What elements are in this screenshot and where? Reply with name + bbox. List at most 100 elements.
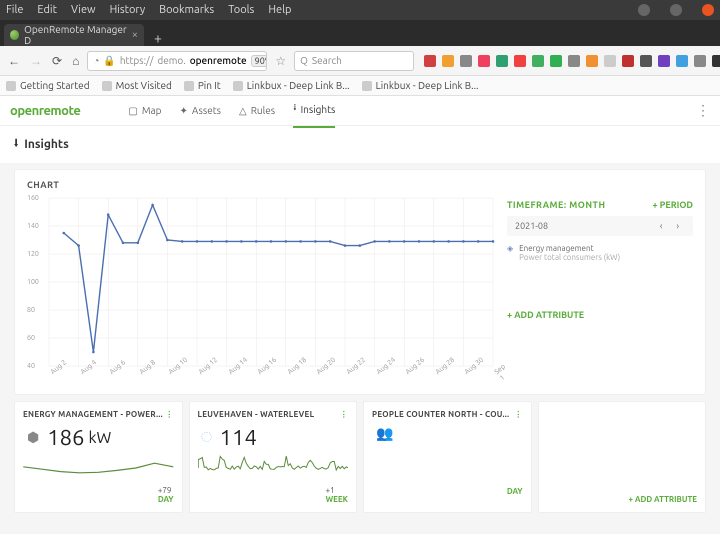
metric-menu-button[interactable]: ⋮: [165, 410, 173, 419]
extension-icon[interactable]: [712, 55, 720, 67]
os-menu-item[interactable]: View: [71, 4, 96, 16]
extension-icon[interactable]: [676, 55, 688, 67]
extension-icon[interactable]: [604, 55, 616, 67]
window-maximize[interactable]: [670, 4, 682, 16]
url-field[interactable]: ◔ 🔒 https://demo.openremote 90%: [87, 51, 267, 71]
bookmark-icon: [6, 81, 16, 91]
nav-tab-rules[interactable]: △Rules: [239, 93, 275, 128]
metric-range[interactable]: WEEK: [326, 495, 348, 504]
page-title-row: ⭭ Insights: [0, 126, 720, 163]
app-logo: openremote: [10, 104, 80, 118]
extension-icon[interactable]: [478, 55, 490, 67]
y-tick: 140: [27, 222, 39, 230]
page-content: openremote ▢Map✦Assets△Rules⭭Insights ⋮ …: [0, 96, 720, 534]
tab-title: OpenRemote Manager D: [24, 24, 127, 46]
forward-button[interactable]: →: [28, 54, 44, 68]
chart-plot: 406080100120140160Aug 2Aug 4Aug 6Aug 8Au…: [27, 194, 497, 384]
bookmark-item[interactable]: Most Visited: [102, 80, 172, 91]
metric-delta: +79: [158, 486, 172, 495]
nav-tab-icon: △: [239, 105, 247, 117]
window-close[interactable]: [702, 4, 714, 16]
extension-icon[interactable]: [496, 55, 508, 67]
timeframe-label[interactable]: TIMEFRAME: MONTH: [507, 200, 605, 210]
bookmark-star-icon[interactable]: ☆: [273, 54, 288, 68]
os-menu-item[interactable]: Edit: [37, 4, 57, 16]
month-nav: ‹ ›: [654, 221, 685, 231]
app-nav: ▢Map ✦Assets △Rules ⭭Insights: [128, 93, 335, 128]
legend-subtitle: Power total consumers (kW): [519, 253, 620, 262]
add-attribute-button[interactable]: + ADD ATTRIBUTE: [507, 310, 693, 320]
nav-tab-assets[interactable]: ✦Assets: [180, 93, 222, 128]
url-domain: openremote: [190, 55, 247, 66]
browser-tab[interactable]: OpenRemote Manager D ×: [4, 24, 144, 46]
browser-toolbar: ← → ⟳ ⌂ ◔ 🔒 https://demo.openremote 90% …: [0, 46, 720, 76]
y-tick: 120: [27, 250, 39, 258]
extension-icon[interactable]: [640, 55, 652, 67]
url-sub: demo.: [157, 55, 185, 66]
new-tab-button[interactable]: +: [144, 30, 172, 46]
month-value: 2021-08: [515, 221, 548, 231]
prev-month-button[interactable]: ‹: [654, 221, 669, 231]
home-button[interactable]: ⌂: [70, 54, 81, 68]
extension-icon[interactable]: [568, 55, 580, 67]
extension-icon[interactable]: [424, 55, 436, 67]
zoom-badge[interactable]: 90%: [251, 55, 268, 67]
bookmark-item[interactable]: Linkbux - Deep Link B...: [362, 80, 479, 91]
metric-range[interactable]: DAY: [507, 487, 523, 496]
extension-icon[interactable]: [586, 55, 598, 67]
os-menu-item[interactable]: History: [110, 4, 146, 16]
small-cards-row: ENERGY MANAGEMENT - POWER... ⋮ ⬢ 186 kW …: [14, 401, 706, 513]
extension-icon[interactable]: [532, 55, 544, 67]
extension-icon[interactable]: [442, 55, 454, 67]
os-menu-item[interactable]: File: [6, 4, 23, 16]
next-month-button[interactable]: ›: [670, 221, 685, 231]
metric-menu-button[interactable]: ⋮: [514, 410, 522, 419]
extension-icon[interactable]: [550, 55, 562, 67]
back-button[interactable]: ←: [6, 54, 22, 68]
os-menu-item[interactable]: Bookmarks: [159, 4, 214, 16]
browser-tabstrip: OpenRemote Manager D × +: [0, 20, 720, 46]
extension-icon[interactable]: [622, 55, 634, 67]
reload-button[interactable]: ⟳: [50, 54, 64, 68]
extensions-tray: [424, 55, 720, 67]
search-placeholder: Search: [312, 55, 342, 66]
add-attribute-button[interactable]: + ADD ATTRIBUTE: [628, 495, 697, 504]
extension-icon[interactable]: [514, 55, 526, 67]
bookmark-item[interactable]: Getting Started: [6, 80, 90, 91]
y-tick: 60: [27, 334, 35, 342]
content-area: CHART 406080100120140160Aug 2Aug 4Aug 6A…: [0, 163, 720, 534]
os-menu-item[interactable]: Tools: [228, 4, 254, 16]
os-menu-item[interactable]: Help: [268, 4, 291, 16]
bookmark-item[interactable]: Pin It: [184, 80, 221, 91]
search-field[interactable]: Q Search: [294, 51, 414, 71]
window-minimize[interactable]: [638, 4, 650, 16]
metric-range[interactable]: DAY: [158, 495, 174, 504]
extension-icon[interactable]: [460, 55, 472, 67]
metric-icon: ◌: [202, 431, 212, 444]
app-header: openremote ▢Map ✦Assets △Rules ⭭Insights ⋮: [0, 96, 720, 126]
y-tick: 100: [27, 278, 39, 286]
chart-legend: ◈ Energy management Power total consumer…: [507, 244, 693, 262]
empty-card: + ADD ATTRIBUTE: [538, 401, 707, 513]
metric-menu-button[interactable]: ⋮: [340, 410, 348, 419]
nav-tab-insights[interactable]: ⭭Insights: [293, 93, 335, 128]
metric-title: ENERGY MANAGEMENT - POWER...: [23, 410, 163, 419]
app-menu-button[interactable]: ⋮: [696, 102, 710, 119]
month-selector[interactable]: 2021-08 ‹ ›: [507, 216, 693, 236]
add-period-button[interactable]: + PERIOD: [652, 200, 693, 210]
metric-value: 186: [47, 425, 84, 450]
nav-tab-map[interactable]: ▢Map: [128, 93, 161, 128]
extension-icon[interactable]: [694, 55, 706, 67]
nav-tab-icon: ✦: [180, 105, 188, 117]
metric-card: LEUVEHAVEN - WATERLEVEL ⋮ ◌ 114 +1 WEEK: [189, 401, 358, 513]
metric-value: 114: [220, 425, 257, 450]
metric-unit: kW: [88, 429, 111, 447]
close-tab-icon[interactable]: ×: [132, 29, 138, 41]
y-tick: 160: [27, 194, 39, 202]
metric-title: PEOPLE COUNTER NORTH - COU...: [372, 410, 509, 419]
bookmark-item[interactable]: Linkbux - Deep Link B...: [233, 80, 350, 91]
metric-card: PEOPLE COUNTER NORTH - COU... ⋮ 👥 DAY: [363, 401, 532, 513]
favicon-icon: [10, 30, 19, 40]
os-menubar: File Edit View History Bookmarks Tools Help: [0, 0, 720, 20]
extension-icon[interactable]: [658, 55, 670, 67]
